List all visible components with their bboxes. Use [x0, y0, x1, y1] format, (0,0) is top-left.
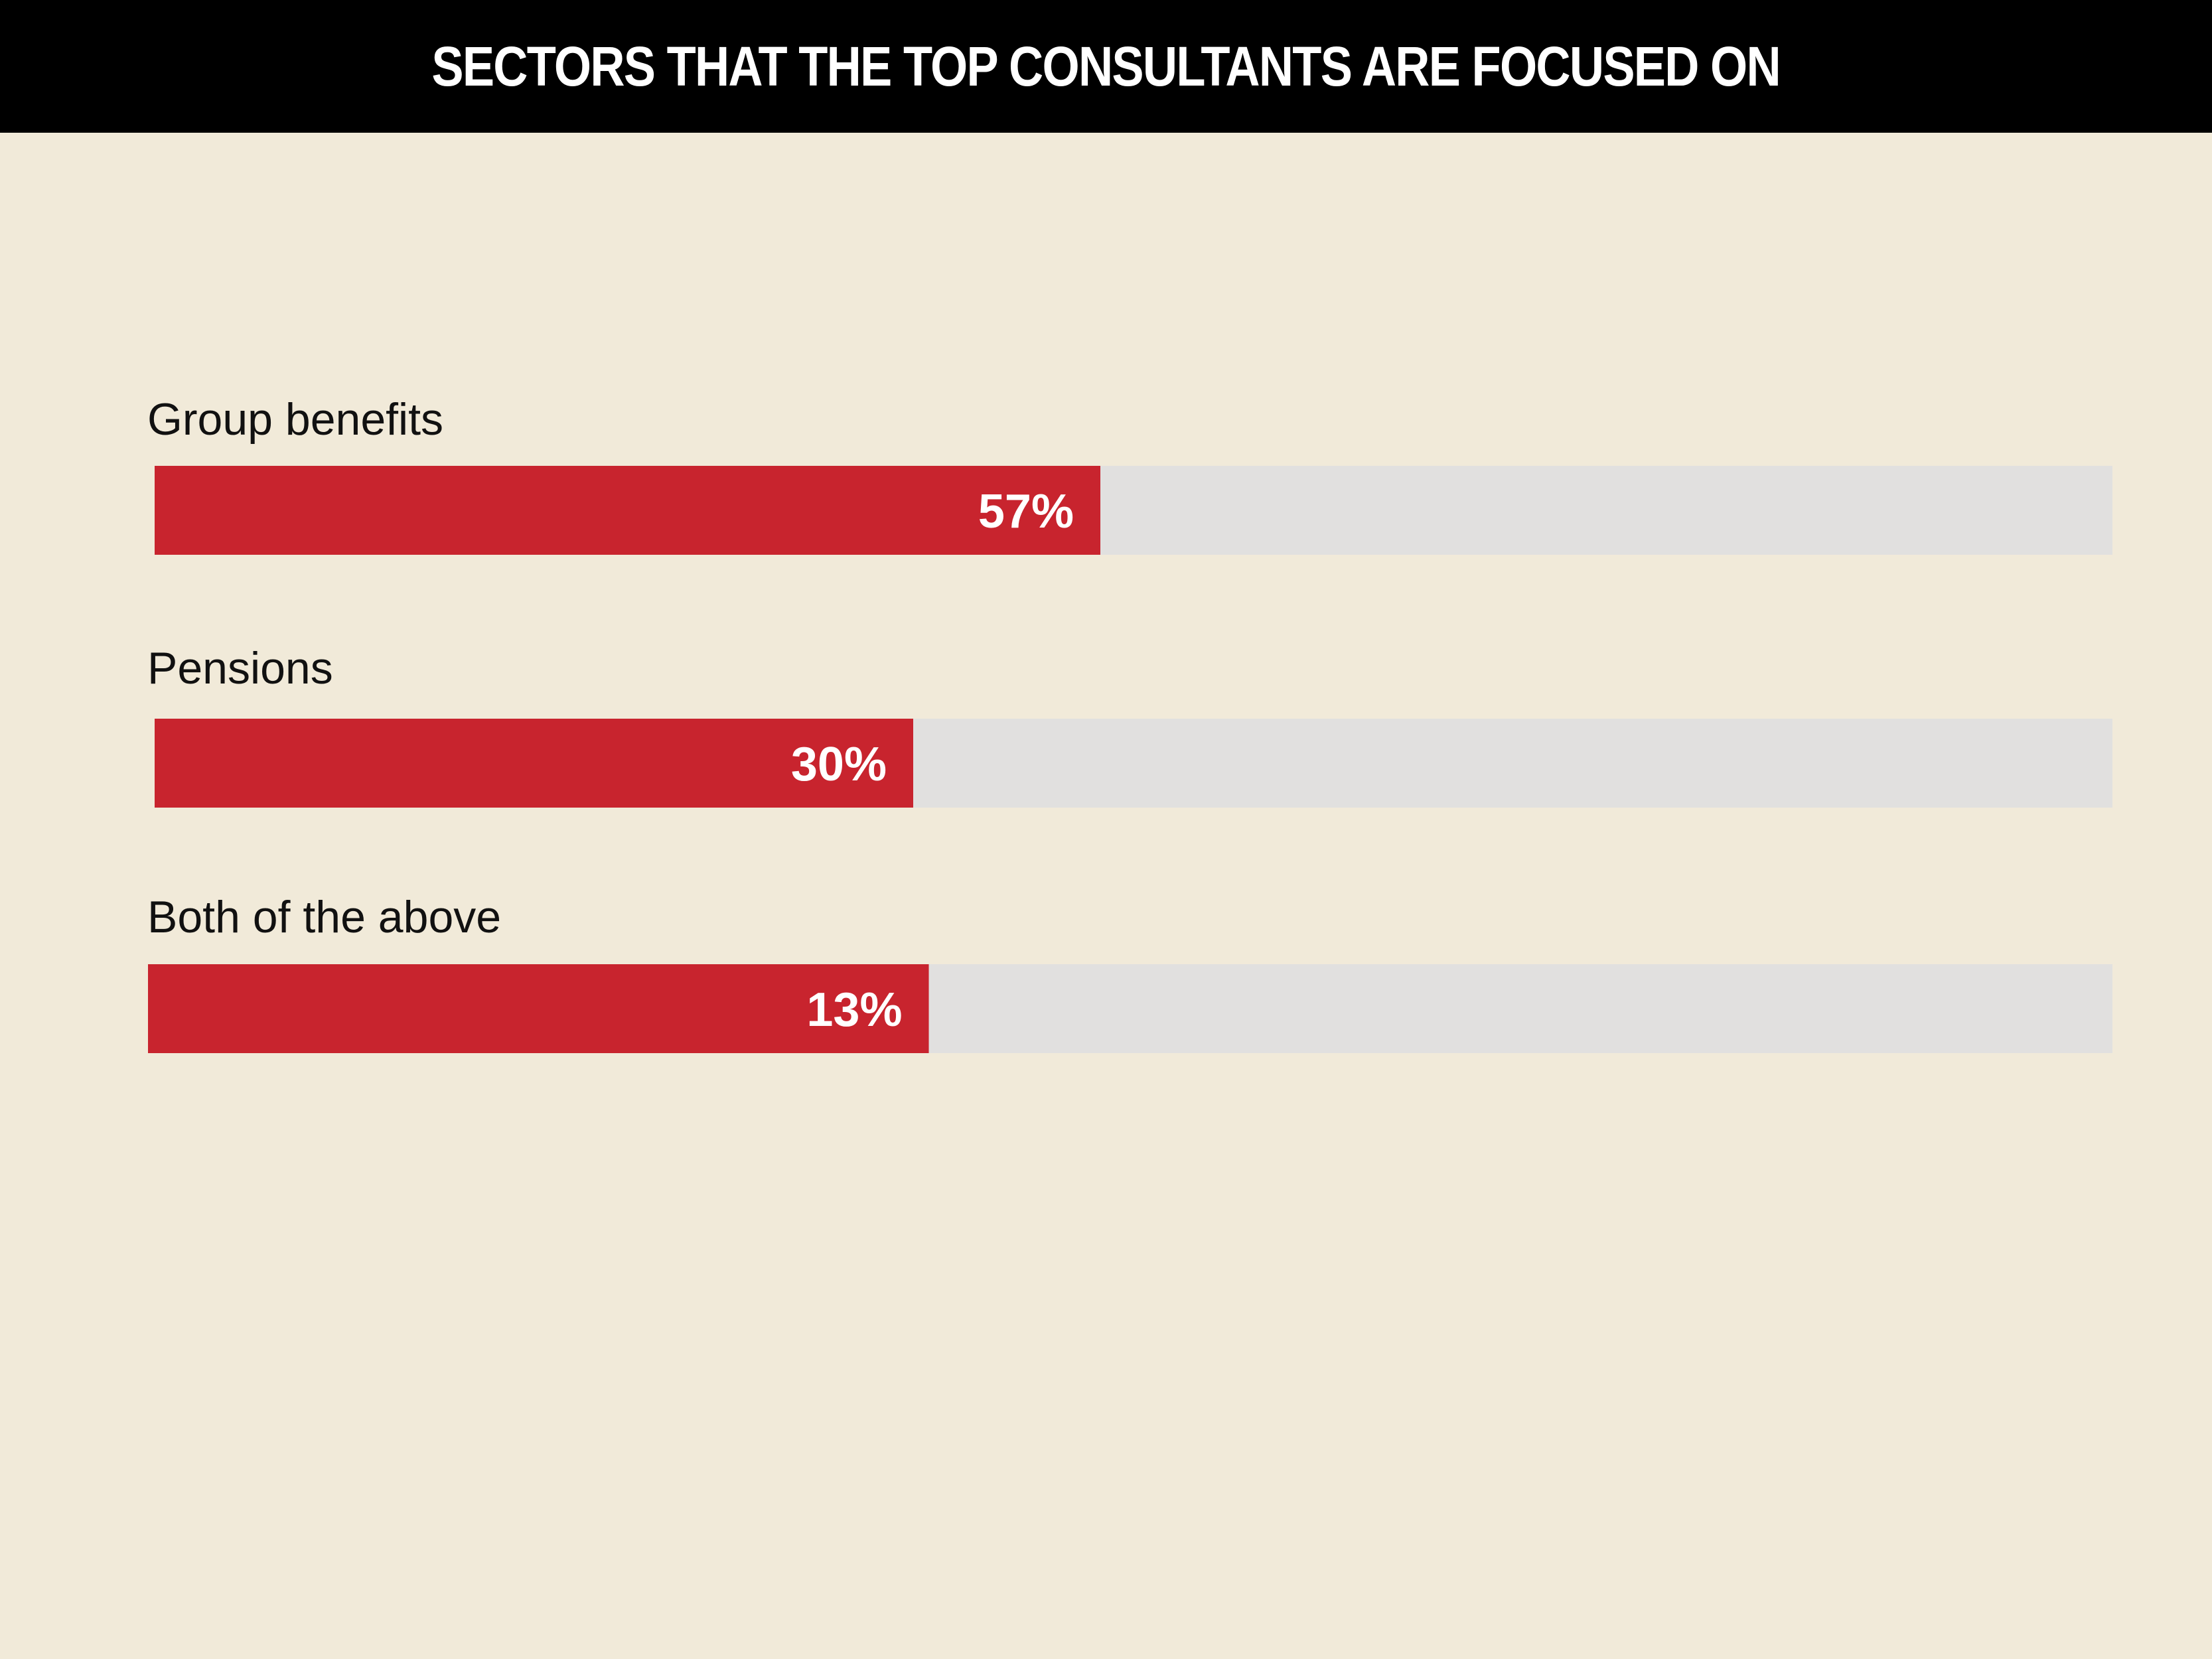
chart-header: SECTORS THAT THE TOP CONSULTANTS ARE FOC…	[0, 0, 2212, 133]
bar	[155, 466, 1100, 555]
chart-title: SECTORS THAT THE TOP CONSULTANTS ARE FOC…	[431, 35, 1781, 98]
bar	[155, 719, 913, 808]
value-label: 57%	[978, 485, 1074, 538]
value-label: 13%	[806, 983, 902, 1037]
category-label: Both of the above	[147, 892, 501, 942]
category-label: Pensions	[147, 643, 333, 693]
value-label: 30%	[791, 738, 887, 791]
category-label: Group benefits	[147, 394, 443, 445]
bar	[148, 964, 929, 1053]
